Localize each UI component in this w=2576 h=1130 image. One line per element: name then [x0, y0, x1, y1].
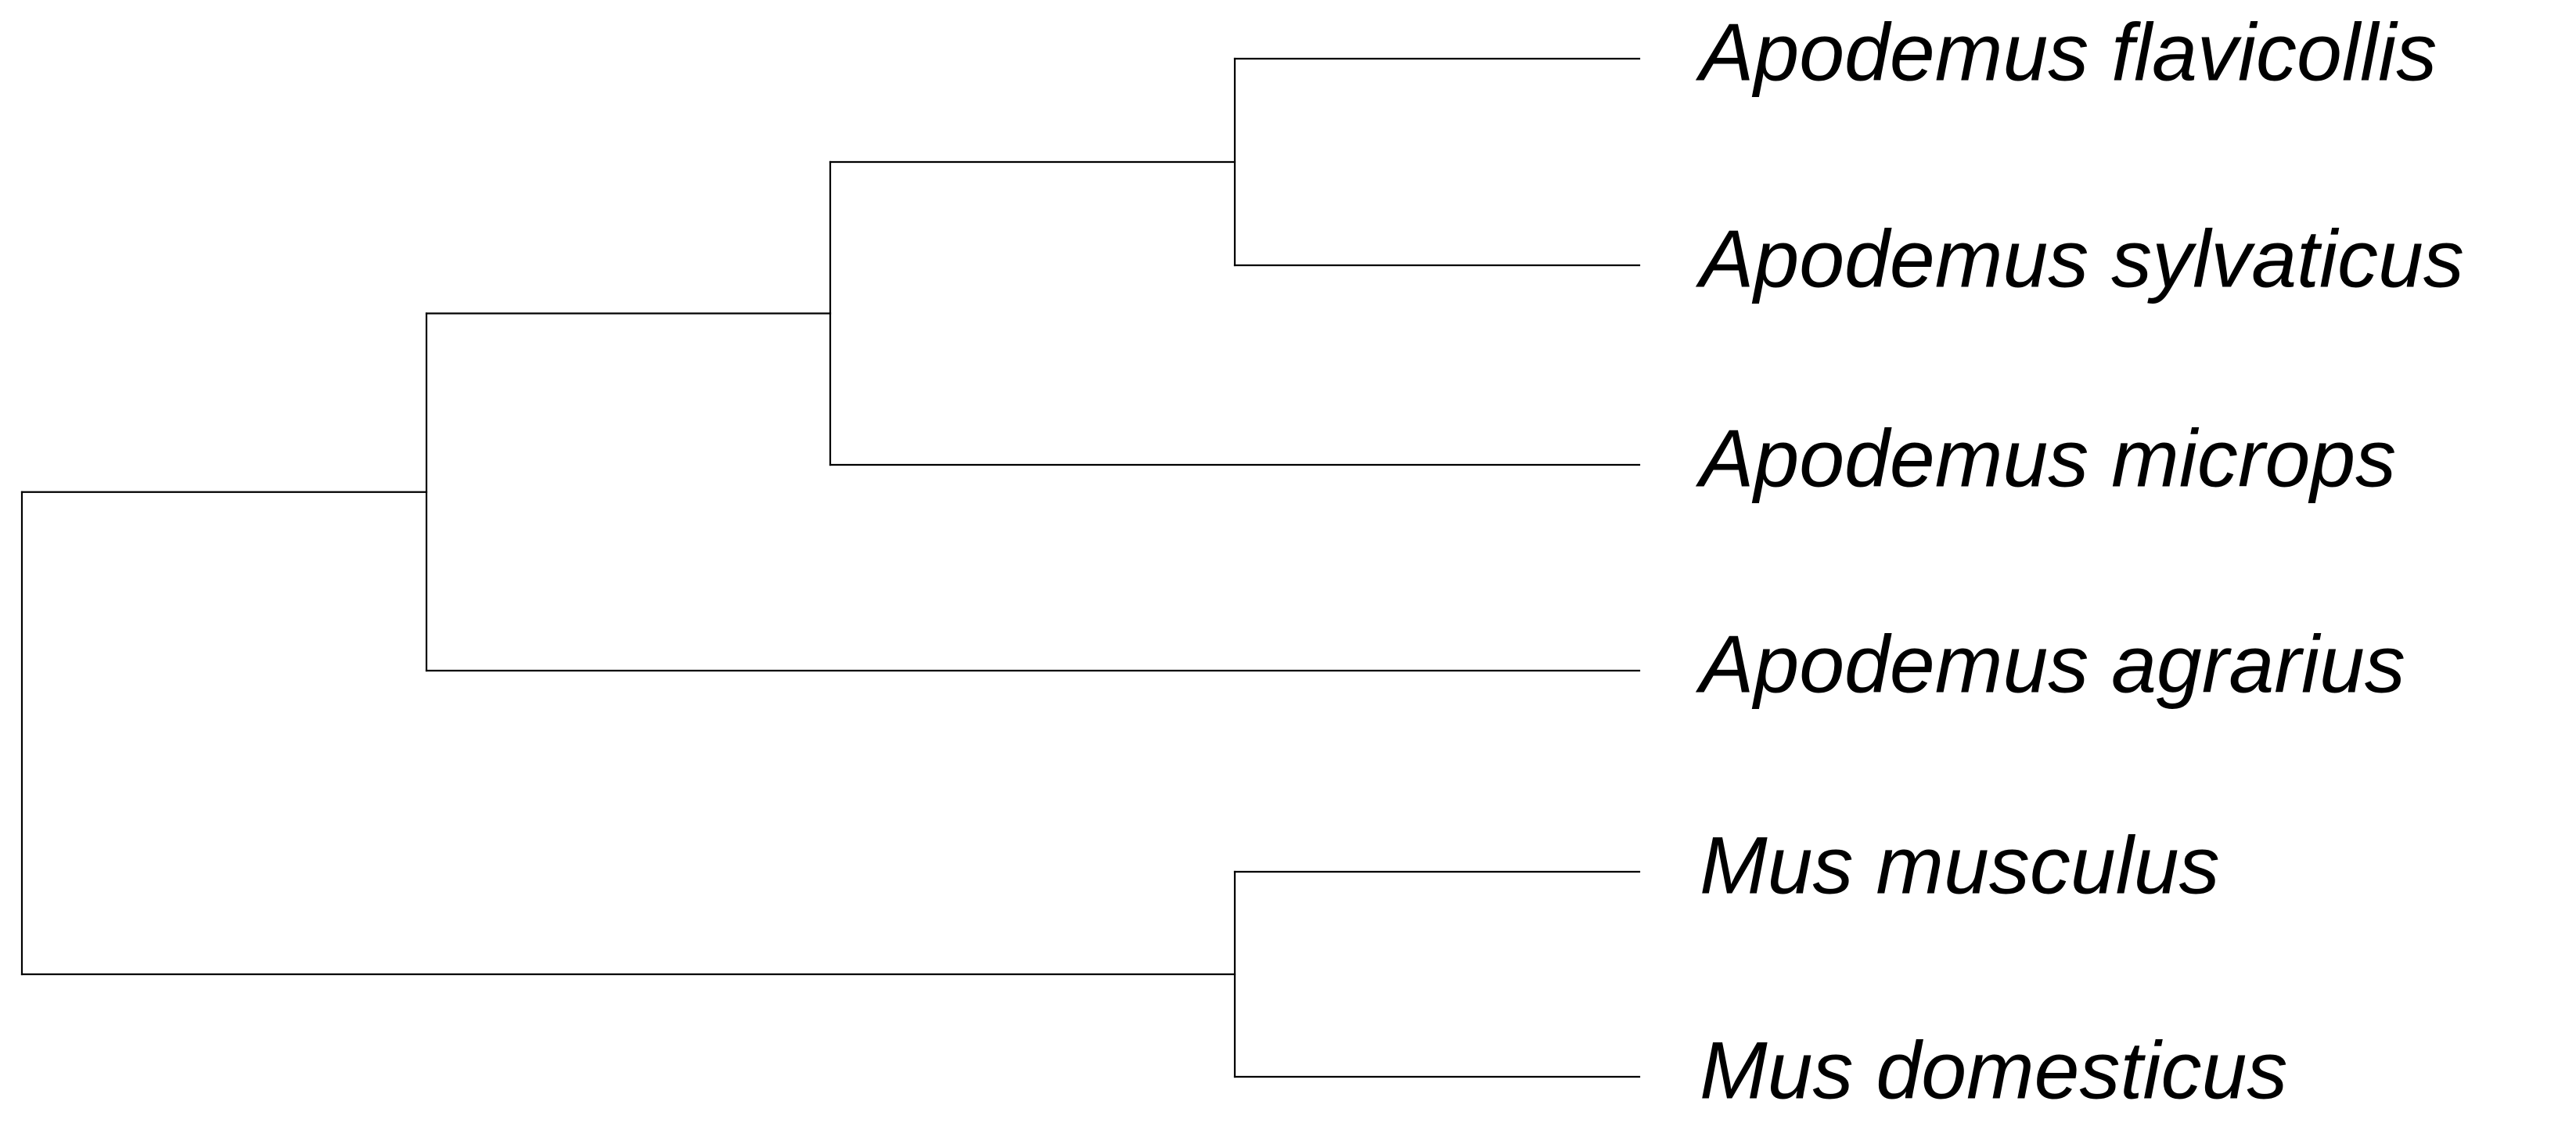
taxon-label-apodemus-sylvaticus: Apodemus sylvaticus	[1695, 214, 2464, 304]
taxon-labels: Apodemus flavicollis Apodemus sylvaticus…	[1695, 7, 2464, 1116]
taxon-label-apodemus-agrarius: Apodemus agrarius	[1695, 619, 2405, 710]
taxon-label-apodemus-microps: Apodemus microps	[1695, 413, 2396, 504]
tree-branches	[20, 57, 1641, 1078]
taxon-label-apodemus-flavicollis: Apodemus flavicollis	[1695, 7, 2437, 98]
taxon-label-mus-domesticus: Mus domesticus	[1700, 1025, 2287, 1116]
taxon-label-mus-musculus: Mus musculus	[1700, 820, 2220, 911]
